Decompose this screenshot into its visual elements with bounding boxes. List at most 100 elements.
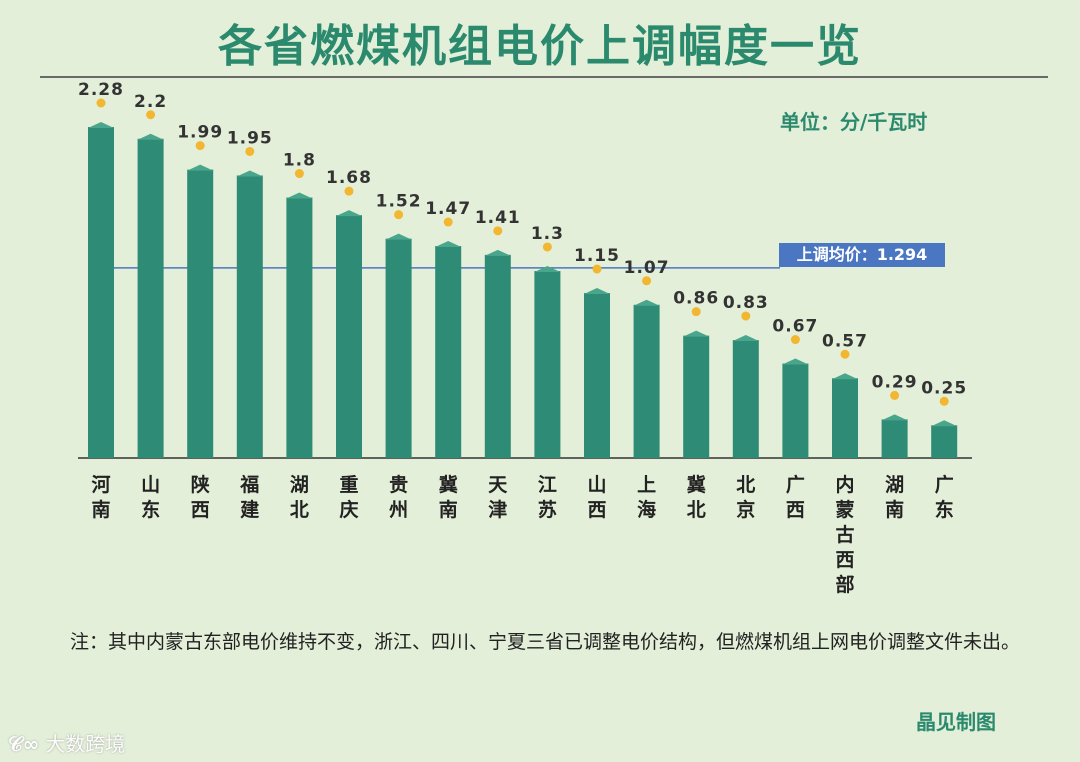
value-dot	[741, 311, 751, 321]
title-divider	[40, 76, 1048, 78]
unit-label: 单位：分/千瓦时	[780, 110, 928, 134]
bar-cap	[484, 249, 511, 256]
credit-label: 晶见制图	[916, 710, 996, 734]
value-dot	[195, 141, 205, 151]
value-label: 1.68	[326, 168, 372, 188]
value-dot	[344, 186, 354, 196]
watermark-logo-icon: 𝒞∞	[8, 732, 40, 756]
bar	[88, 127, 114, 458]
value-dot	[790, 335, 800, 345]
bar-cap	[385, 233, 412, 240]
category-label: 山	[141, 474, 160, 496]
bar-cap	[88, 122, 114, 128]
value-dot	[592, 264, 602, 274]
category-label: 河	[91, 474, 110, 496]
category-label: 湖	[885, 474, 904, 496]
value-dot	[691, 307, 701, 317]
bar-cap	[534, 265, 561, 272]
bar-cap	[782, 358, 809, 365]
bar	[286, 197, 313, 459]
bar	[633, 304, 660, 458]
bar-cap	[435, 241, 462, 248]
bar-cap	[633, 299, 660, 306]
value-label: 0.29	[872, 372, 918, 392]
category-label: 津	[488, 498, 507, 521]
value-label: 0.67	[772, 317, 818, 337]
chart-title: 各省燃煤机组电价上调幅度一览	[218, 21, 862, 72]
value-dot	[146, 110, 156, 120]
category-label: 古	[835, 523, 854, 546]
category-label: 海	[637, 498, 656, 521]
bar-cap	[187, 164, 214, 171]
bar-cap	[931, 420, 958, 427]
value-dot	[642, 276, 652, 286]
footnote: 注：其中内蒙古东部电价维持不变，浙江、四川、宁夏三省已调整电价结构，但燃煤机组上…	[70, 631, 1021, 653]
category-label: 广	[935, 473, 954, 496]
category-label: 湖	[290, 474, 309, 496]
bar	[435, 246, 462, 458]
category-label: 州	[389, 499, 408, 521]
value-dot	[840, 349, 850, 359]
category-label: 贵	[389, 474, 408, 496]
category-label: 内	[835, 473, 854, 496]
bar-cap	[683, 330, 710, 337]
bar	[534, 270, 561, 458]
bar	[137, 138, 164, 458]
value-dot	[493, 226, 503, 236]
bar-cap	[584, 288, 610, 295]
value-label: 0.57	[822, 331, 868, 351]
bar	[732, 340, 759, 458]
value-dot	[542, 242, 552, 252]
category-label: 天	[488, 474, 508, 496]
category-label: 西	[191, 499, 210, 521]
category-label: 西	[587, 499, 606, 521]
value-label: 1.3	[531, 224, 564, 244]
value-dot	[394, 210, 404, 220]
watermark: 𝒞∞ 大数跨境	[8, 728, 125, 757]
value-label: 1.52	[376, 192, 422, 212]
bar-cap	[881, 414, 908, 421]
bar	[881, 419, 908, 458]
value-label: 0.83	[723, 293, 769, 313]
category-label: 东	[935, 498, 954, 521]
average-label: 上调均价：1.294	[779, 243, 945, 267]
category-label: 部	[835, 573, 854, 596]
category-label: 南	[91, 499, 110, 521]
bar-chart: 2.28河南2.2山东1.99陕西1.95福建1.8湖北1.68重庆1.52贵州…	[78, 80, 972, 596]
bar	[236, 175, 263, 458]
value-dot	[245, 146, 255, 156]
category-label: 南	[439, 499, 458, 521]
value-dot	[443, 217, 453, 227]
value-dot	[294, 169, 304, 179]
value-label: 1.47	[425, 199, 471, 219]
bar-cap	[286, 192, 313, 199]
bar-cap	[336, 210, 362, 217]
bar-cap	[832, 373, 858, 380]
value-label: 1.15	[574, 246, 620, 266]
category-label: 广	[786, 473, 805, 496]
bar	[385, 238, 412, 458]
category-label: 庆	[339, 498, 358, 521]
value-dot	[96, 98, 106, 108]
bar	[484, 254, 511, 458]
category-label: 陕	[191, 473, 210, 496]
value-dot	[890, 390, 900, 400]
value-label: 1.07	[624, 258, 670, 278]
category-label: 上	[637, 474, 656, 496]
category-label: 福	[239, 473, 259, 496]
category-label: 江	[538, 474, 557, 496]
value-label: 1.41	[475, 208, 521, 228]
value-label: 1.8	[283, 151, 316, 171]
value-label: 1.99	[177, 123, 223, 143]
value-label: 2.28	[78, 80, 124, 100]
bar	[584, 293, 610, 458]
category-label: 建	[240, 498, 259, 521]
bar-cap	[732, 335, 759, 342]
category-label: 苏	[538, 498, 557, 521]
value-label: 1.95	[227, 128, 273, 148]
category-label: 冀	[687, 473, 706, 496]
bar	[832, 378, 858, 458]
category-label: 北	[736, 474, 755, 496]
bar-cap	[236, 170, 263, 177]
watermark-text: 大数跨境	[45, 732, 126, 756]
